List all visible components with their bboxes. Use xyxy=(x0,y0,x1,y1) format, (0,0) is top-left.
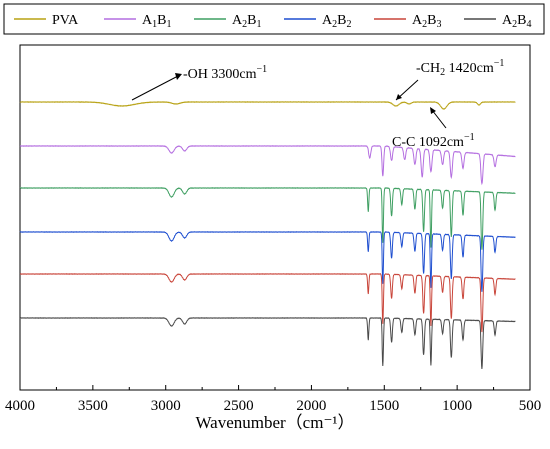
spectrum-line xyxy=(19,231,516,292)
legend-item: A2B3 xyxy=(374,13,441,30)
legend-label: A2B2 xyxy=(322,13,351,30)
legend-item: A1B1 xyxy=(104,13,171,30)
spectrum-line xyxy=(19,101,516,110)
x-tick-label: 500 xyxy=(519,398,542,414)
legend-item: PVA xyxy=(14,13,79,28)
annotation-label: -CH2 1420cm−1 xyxy=(416,58,504,78)
plot-frame xyxy=(19,44,531,391)
annotation-cc: C-C 1092cm−1 xyxy=(392,107,475,150)
series-layer xyxy=(19,101,516,369)
x-tick-label: 4000 xyxy=(5,398,35,414)
legend-item: A2B1 xyxy=(194,13,261,30)
arrow-head xyxy=(430,107,436,114)
x-tick-label: 2500 xyxy=(224,398,254,414)
arrow-head xyxy=(175,73,182,80)
x-axis-label: Wavenumber（cm⁻¹） xyxy=(195,413,354,432)
legend-label: A2B4 xyxy=(502,13,531,30)
annotation-oh: -OH 3300cm−1 xyxy=(131,64,267,101)
annotation-arrow xyxy=(431,109,447,129)
legend-label: A2B3 xyxy=(412,13,441,30)
legend-item: A2B2 xyxy=(284,13,351,30)
x-tick-label: 3500 xyxy=(78,398,108,414)
x-tick-label: 3000 xyxy=(151,398,181,414)
x-tick-label: 1500 xyxy=(369,398,399,414)
legend: PVA A1B1 A2B1 A2B2 A2B3 A2B4 xyxy=(14,13,531,30)
spectrum-line xyxy=(19,187,516,250)
annotation-arrow xyxy=(131,75,179,101)
legend-label: A1B1 xyxy=(142,13,171,30)
spectrum-line xyxy=(19,273,516,333)
legend-box xyxy=(3,3,545,35)
spectrum-line xyxy=(19,145,516,186)
annotation-layer: -OH 3300cm−1 -CH2 1420cm−1 C-C 1092cm−1 xyxy=(131,58,504,150)
legend-label: PVA xyxy=(52,13,79,28)
arrow-head xyxy=(396,94,402,100)
annotation-ch2: -CH2 1420cm−1 xyxy=(395,58,504,101)
legend-item: A2B4 xyxy=(464,13,531,30)
legend-label: A2B1 xyxy=(232,13,261,30)
annotation-label: C-C 1092cm−1 xyxy=(392,132,475,150)
x-axis: 4000 3500 3000 2500 2000 1500 1000 500 xyxy=(5,385,541,414)
x-tick-label: 1000 xyxy=(442,398,472,414)
x-tick-label: 2000 xyxy=(296,398,326,414)
spectrum-line xyxy=(19,317,516,369)
annotation-label: -OH 3300cm−1 xyxy=(183,64,267,82)
